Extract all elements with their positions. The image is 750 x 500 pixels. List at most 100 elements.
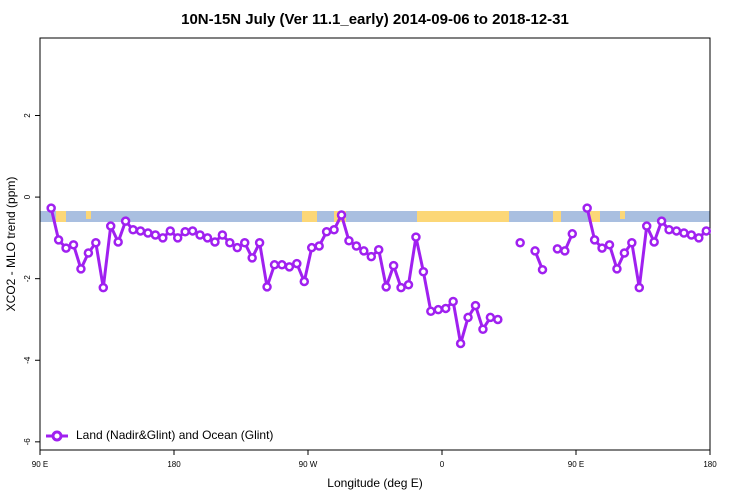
point	[306, 242, 317, 253]
point	[664, 224, 674, 235]
land-ocean-strip	[40, 211, 710, 222]
land-patch	[302, 211, 317, 222]
point	[373, 244, 384, 255]
point	[105, 221, 116, 231]
point	[463, 312, 473, 323]
land-patch	[86, 211, 91, 219]
x-tick-label: 180	[703, 460, 717, 469]
point	[694, 233, 704, 243]
y-tick-label: 0	[23, 194, 32, 199]
plot-frame	[39, 37, 711, 451]
y-tick-label: -4	[23, 356, 32, 364]
point	[366, 251, 377, 262]
point	[530, 246, 540, 256]
point	[247, 253, 257, 263]
point	[493, 314, 503, 325]
point	[277, 260, 287, 270]
ocean-strip	[40, 211, 710, 222]
point	[388, 260, 399, 271]
point	[344, 235, 354, 246]
point	[634, 282, 645, 293]
point	[83, 248, 94, 258]
point	[299, 276, 310, 287]
point	[284, 262, 295, 272]
point	[262, 282, 272, 292]
point	[470, 300, 481, 311]
point	[485, 312, 496, 323]
point	[120, 216, 131, 226]
point	[321, 227, 332, 237]
point	[649, 237, 659, 247]
point	[329, 224, 339, 235]
x-tick-label: 90 E	[568, 460, 584, 469]
point	[180, 227, 190, 237]
x-tick-label: 90 E	[32, 460, 48, 469]
point	[567, 229, 578, 239]
point	[68, 240, 79, 250]
point	[426, 306, 436, 317]
chart-title: 10N-15N July (Ver 11.1_early) 2014-09-06…	[181, 11, 569, 28]
point	[217, 230, 228, 240]
point	[143, 228, 153, 238]
legend-label: Land (Nadir&Glint) and Ocean (Glint)	[76, 428, 273, 442]
point	[619, 248, 630, 258]
point	[359, 246, 369, 256]
point	[433, 304, 444, 315]
point	[91, 238, 101, 248]
point	[411, 232, 421, 242]
point	[351, 241, 362, 251]
point	[187, 226, 198, 236]
series-line	[49, 207, 499, 346]
point	[98, 282, 109, 293]
point	[612, 264, 622, 274]
point	[314, 241, 324, 251]
point	[135, 226, 146, 236]
point	[627, 238, 637, 248]
point	[239, 238, 250, 248]
point	[656, 216, 667, 226]
land-patch	[553, 211, 561, 222]
point	[478, 324, 488, 335]
point	[403, 280, 414, 290]
point	[336, 210, 347, 220]
land-patch	[417, 211, 509, 222]
point	[232, 242, 243, 253]
y-tick-label: -6	[23, 438, 32, 446]
point	[158, 233, 168, 243]
x-tick-label: 180	[167, 460, 181, 469]
point	[440, 303, 451, 314]
y-tick-label: -2	[23, 275, 32, 283]
point	[560, 246, 570, 256]
point	[604, 240, 615, 250]
point	[381, 282, 391, 292]
point	[552, 244, 563, 254]
point	[641, 221, 652, 231]
point	[195, 230, 205, 240]
point	[46, 203, 56, 213]
point	[292, 258, 302, 269]
point	[76, 264, 86, 274]
legend-marker	[51, 430, 63, 442]
point	[671, 226, 682, 236]
point	[202, 233, 213, 243]
point	[172, 233, 183, 243]
legend: Land (Nadir&Glint) and Ocean (Glint)	[46, 428, 273, 442]
point	[418, 266, 429, 277]
point	[537, 264, 548, 275]
point	[396, 282, 406, 293]
point	[679, 228, 689, 238]
y-axis-label: XCO2 - MLO trend (ppm)	[4, 177, 18, 312]
point	[113, 237, 123, 247]
point	[210, 237, 220, 247]
point	[597, 243, 607, 253]
x-tick-label: 0	[440, 460, 445, 469]
point	[269, 260, 280, 270]
x-tick-label: 90 W	[299, 460, 318, 469]
point	[448, 296, 458, 307]
land-patch	[620, 211, 625, 219]
point	[455, 338, 466, 349]
point	[254, 238, 265, 248]
point	[150, 230, 161, 240]
point	[582, 203, 592, 213]
